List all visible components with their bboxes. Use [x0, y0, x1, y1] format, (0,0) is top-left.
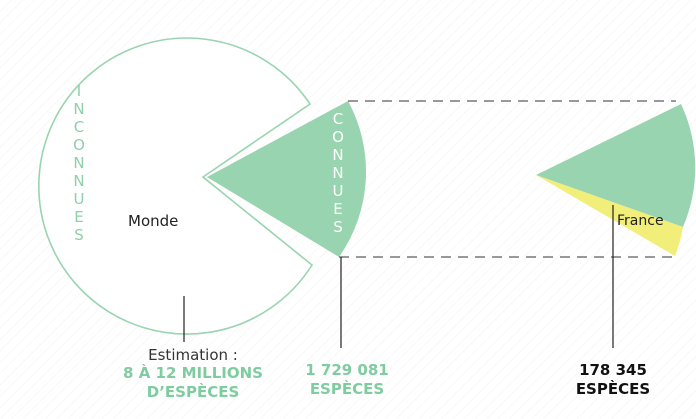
known-vertical-letter: N [332, 146, 344, 164]
france-label: France [617, 213, 664, 229]
world-caption-line2: D’ESPÈCES [146, 383, 240, 401]
france-caption-line1: 178 345 [579, 361, 647, 379]
known-vertical-letter: E [333, 200, 343, 218]
world-label: Monde [128, 212, 179, 230]
france-green-wedge [536, 104, 696, 227]
france-caption-line2: ESPÈCES [575, 380, 651, 398]
known-vertical-letter: N [332, 164, 344, 182]
known-vertical-letter: U [332, 182, 344, 200]
known-vertical-letter: O [332, 128, 344, 146]
known-caption-line1: 1 729 081 [305, 361, 389, 379]
france-caption: 178 345 ESPÈCES [548, 361, 678, 399]
unknown-vertical-letter: U [73, 190, 85, 208]
known-caption: 1 729 081 ESPÈCES [292, 361, 402, 399]
unknown-vertical-letter: N [73, 172, 85, 190]
world-caption-prefix: Estimation : [148, 346, 238, 364]
world-caption: Estimation : 8 À 12 MILLIONS D’ESPÈCES [118, 346, 268, 402]
known-vertical-letter: C [332, 110, 344, 128]
unknown-vertical-letter: N [73, 154, 85, 172]
known-vertical-letter: S [333, 218, 343, 236]
world-caption-line1: 8 À 12 MILLIONS [123, 364, 263, 382]
unknown-vertical-letter: N [73, 100, 85, 118]
unknown-vertical-letter: C [73, 118, 85, 136]
known-species-wedge [207, 101, 367, 257]
known-caption-line2: ESPÈCES [309, 380, 385, 398]
unknown-vertical-letter: I [76, 82, 82, 100]
world-unknown-outline [38, 37, 314, 335]
france-yellow-wedge [536, 175, 683, 256]
unknown-vertical-letter: E [74, 208, 84, 226]
unknown-vertical-letter: S [74, 226, 84, 244]
unknown-vertical-letter: O [73, 136, 85, 154]
